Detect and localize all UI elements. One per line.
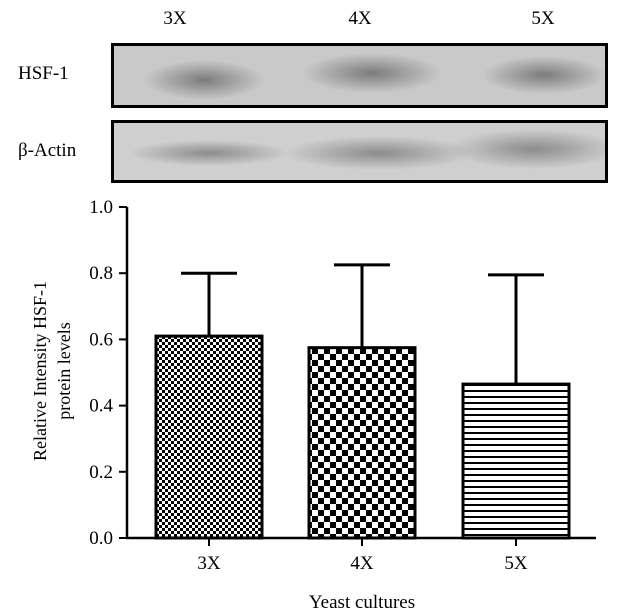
blot-row-label-actin: β-Actin — [18, 140, 77, 161]
bar-5x — [461, 382, 571, 540]
blot-lane-label-3x: 3X — [163, 8, 187, 29]
blot-row-label-hsf1: HSF-1 — [18, 63, 69, 84]
blot-band-actin-3x — [129, 140, 289, 166]
blot-panel-hsf1 — [111, 43, 608, 108]
blot-band-hsf1-4x — [302, 53, 442, 93]
blot-image-hsf1 — [114, 46, 605, 105]
x-tick-label-5x: 5X — [504, 553, 528, 574]
blot-band-actin-5x — [449, 129, 605, 169]
y-axis-label-line1: Relative Intensity HSF-1 — [30, 281, 50, 461]
bar-chart: 0.00.20.40.60.81.03X 4X 5X Yeast cultures … — [30, 197, 596, 613]
x-axis-label: Yeast cultures — [309, 592, 415, 613]
bar-3x — [154, 334, 264, 540]
y-tick-label: 0.0 — [89, 528, 113, 549]
blot-band-hsf1-3x — [144, 60, 264, 100]
y-tick-label: 0.4 — [89, 396, 113, 417]
blot-image-actin — [114, 123, 605, 180]
blot-panel-actin — [111, 120, 608, 183]
y-tick-label: 1.0 — [89, 197, 113, 218]
blot-lane-label-4x: 4X — [348, 8, 372, 29]
x-tick-label-4x: 4X — [350, 553, 374, 574]
y-tick-label: 0.8 — [89, 263, 113, 284]
blot-band-hsf1-5x — [482, 56, 605, 94]
blot-lane-label-5x: 5X — [531, 8, 555, 29]
x-tick-label-3x: 3X — [197, 553, 221, 574]
blot-band-actin-4x — [284, 136, 474, 170]
bar-4x — [307, 346, 417, 540]
y-tick-label: 0.2 — [89, 462, 113, 483]
y-axis-label-line2: protein levels — [54, 322, 74, 419]
y-tick-label: 0.6 — [89, 329, 113, 350]
